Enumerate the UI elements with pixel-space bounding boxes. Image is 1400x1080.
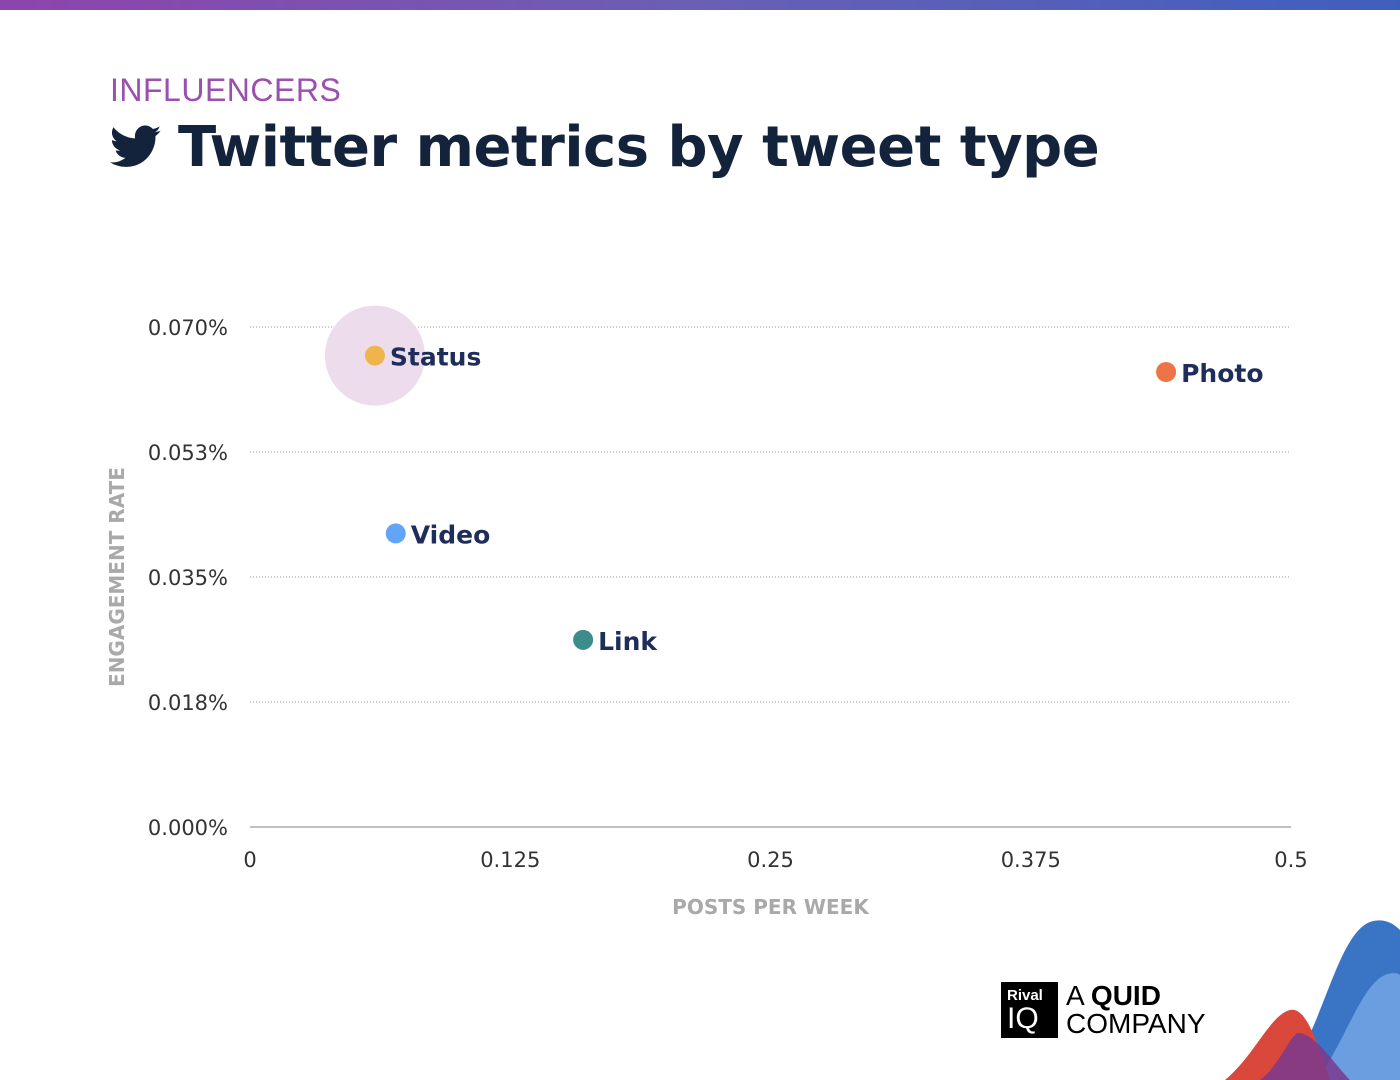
rival-iq-logo-box: Rival IQ [1001,982,1058,1038]
section-eyebrow: INFLUENCERS [110,72,342,108]
logo-a-text: A [1066,980,1091,1011]
x-axis-title: POSTS PER WEEK [672,895,870,919]
x-tick-label: 0.375 [1001,848,1061,872]
y-tick-label: 0.053% [148,441,228,465]
point-label-video: Video [411,520,491,549]
deco-wave-purple [1260,1033,1350,1080]
twitter-bird-icon [110,125,162,167]
point-label-link: Link [598,627,658,656]
point-status [364,345,385,366]
logo-rival-text: Rival [1007,987,1043,1004]
deco-wave-lightblue [1315,973,1400,1080]
logo-iq-text: IQ [1007,1002,1039,1035]
decorative-waves [1225,920,1400,1080]
y-tick-label: 0.018% [148,691,228,715]
title-row: Twitter metrics by tweet type [110,112,1100,182]
rival-iq-logo: Rival IQ A QUID COMPANY [1001,982,1206,1038]
x-tick-label: 0.125 [480,848,540,872]
logo-company-text: A QUID COMPANY [1066,982,1206,1038]
point-link [573,629,594,650]
y-tick-label: 0.000% [148,816,228,840]
logo-company-word: COMPANY [1066,1008,1206,1039]
top-gradient-bar [0,0,1400,10]
point-photo [1156,362,1177,382]
point-label-photo: Photo [1181,359,1263,388]
page-title: Twitter metrics by tweet type [178,114,1100,180]
x-tick-label: 0.25 [747,848,794,872]
y-tick-label: 0.070% [148,316,228,340]
point-label-status: Status [390,343,481,372]
point-video [385,523,406,544]
y-tick-label: 0.035% [148,566,228,590]
x-tick-label: 0 [243,848,256,872]
x-tick-label: 0.5 [1274,848,1307,872]
logo-quid-text: QUID [1090,980,1161,1011]
y-axis-title: ENGAGEMENT RATE [105,467,129,687]
